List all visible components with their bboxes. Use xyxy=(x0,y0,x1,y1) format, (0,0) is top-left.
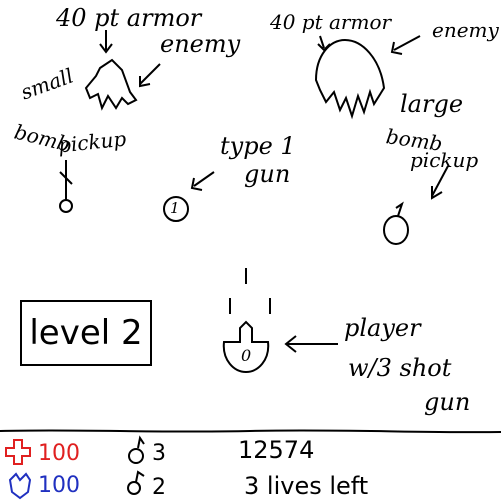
lives-remaining: 3 lives left xyxy=(244,472,369,500)
gun-pickup-circle xyxy=(163,196,189,222)
label-player-1: player xyxy=(344,314,421,342)
label-gun-type-1: type 1 xyxy=(220,132,296,160)
label-player-3: gun xyxy=(424,388,471,416)
health-value: 100 xyxy=(38,441,80,466)
small-bomb-icon-fuse xyxy=(137,435,145,449)
label-enemy-large-name: enemy xyxy=(432,18,499,42)
label-enemy-small-armor: 40 pt armor xyxy=(56,4,202,32)
arrow-armor-large xyxy=(317,35,331,52)
label-small-bomb-3: pickup xyxy=(56,126,128,158)
arrow-enemy-small xyxy=(139,63,161,88)
arrow-enemy-large xyxy=(390,35,421,55)
shield-icon xyxy=(8,472,32,500)
level-indicator: level 2 xyxy=(20,300,152,366)
label-large-bomb-1: large xyxy=(400,90,464,118)
large-bomb-fuse xyxy=(395,201,404,217)
label-gun-type-2: gun xyxy=(244,160,291,188)
player-ship-label: 0 xyxy=(241,346,252,365)
small-bomb-icon xyxy=(128,448,144,464)
hud-divider xyxy=(0,429,501,434)
arrow-armor-small xyxy=(99,30,113,54)
arrow-player xyxy=(284,335,338,353)
small-bomb-fuse xyxy=(59,160,73,200)
large-bomb-count: 2 xyxy=(152,475,166,500)
label-enemy-large-armor: 40 pt armor xyxy=(270,10,392,34)
gun-pickup-number: 1 xyxy=(170,199,180,217)
health-cross-icon xyxy=(5,439,31,465)
arrow-gun xyxy=(190,171,215,191)
large-bomb-icon-fuse xyxy=(135,470,145,483)
label-player-2: w/3 shot xyxy=(348,354,452,382)
small-bomb-pickup xyxy=(59,199,73,213)
score-value: 12574 xyxy=(238,436,315,464)
small-bomb-count: 3 xyxy=(152,441,166,466)
shield-value: 100 xyxy=(38,473,80,498)
large-bomb-icon xyxy=(127,481,141,495)
label-large-bomb-3: pickup xyxy=(410,148,479,172)
level-label: level 2 xyxy=(29,313,143,353)
large-bomb-pickup xyxy=(383,215,409,245)
small-enemy xyxy=(84,58,138,111)
large-enemy xyxy=(314,38,386,120)
arrow-large-bomb xyxy=(431,165,449,200)
player-ship xyxy=(222,320,270,374)
label-enemy-small-name: enemy xyxy=(160,30,241,58)
